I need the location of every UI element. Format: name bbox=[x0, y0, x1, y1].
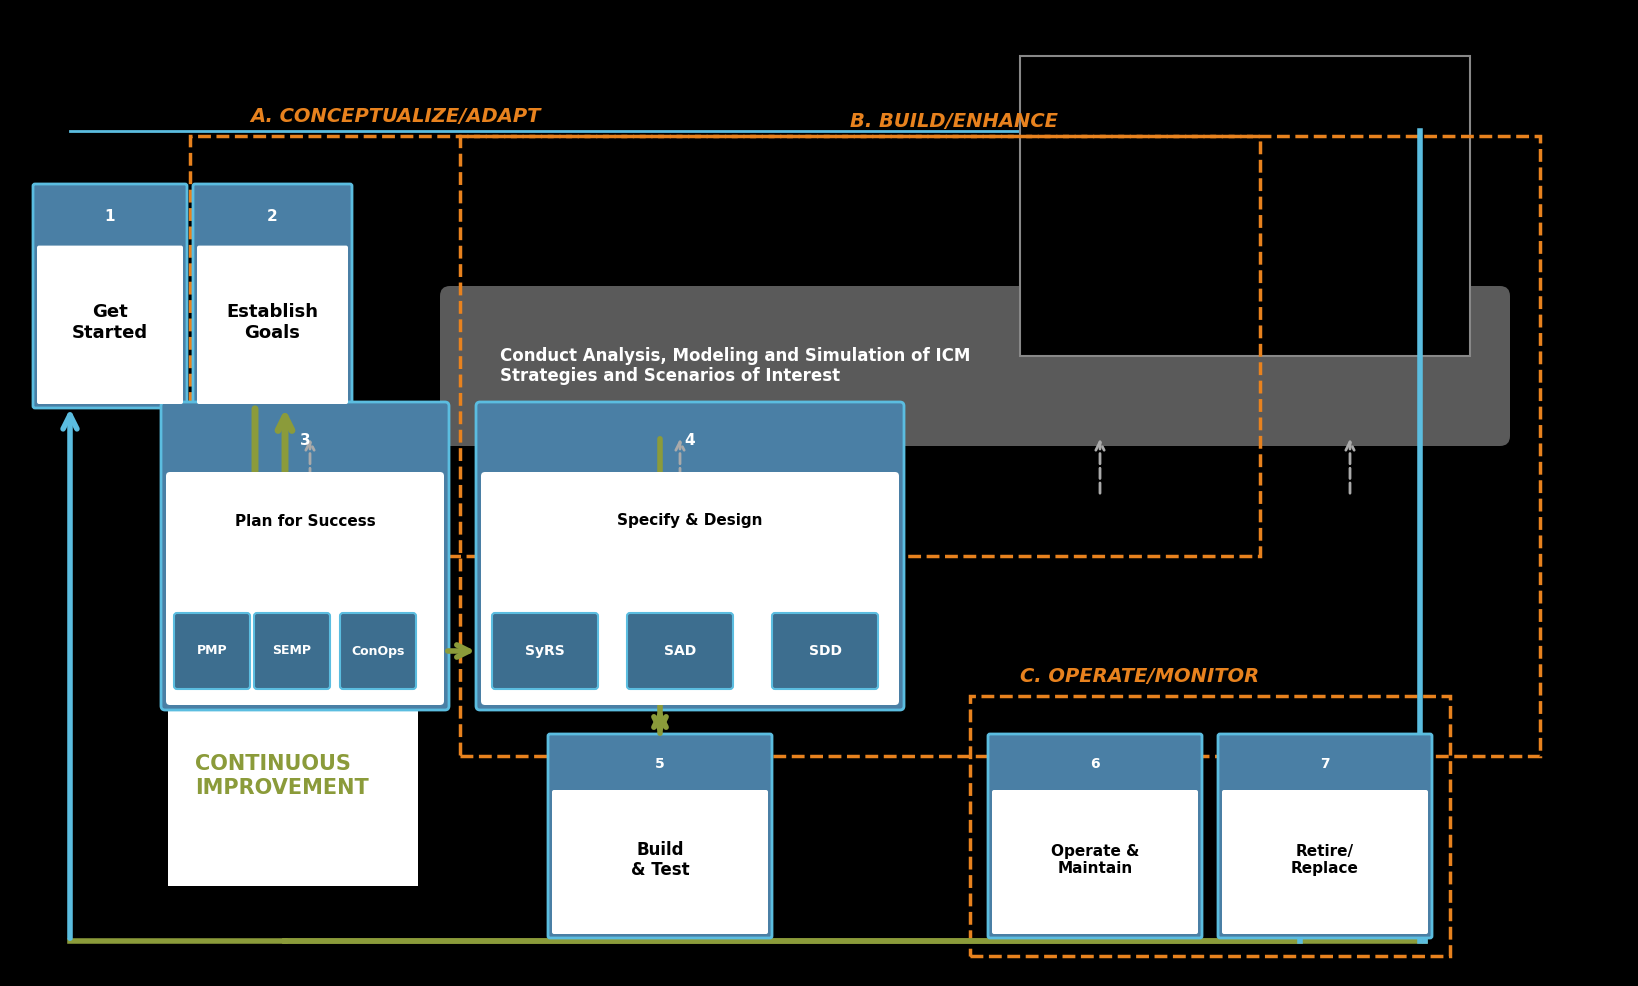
FancyBboxPatch shape bbox=[627, 613, 732, 689]
Text: SDD: SDD bbox=[809, 644, 842, 658]
FancyBboxPatch shape bbox=[993, 790, 1197, 934]
Text: 6: 6 bbox=[1091, 757, 1099, 771]
Text: Establish
Goals: Establish Goals bbox=[226, 304, 318, 342]
FancyBboxPatch shape bbox=[169, 666, 418, 886]
Text: Retire/
Replace: Retire/ Replace bbox=[1291, 844, 1360, 877]
Text: A. CONCEPTUALIZE/ADAPT: A. CONCEPTUALIZE/ADAPT bbox=[251, 107, 541, 126]
Text: 4: 4 bbox=[685, 434, 695, 449]
FancyBboxPatch shape bbox=[482, 472, 899, 705]
Text: C. OPERATE/MONITOR: C. OPERATE/MONITOR bbox=[1020, 667, 1260, 686]
FancyBboxPatch shape bbox=[165, 472, 444, 705]
FancyBboxPatch shape bbox=[197, 246, 347, 404]
FancyBboxPatch shape bbox=[174, 613, 251, 689]
Text: SyRS: SyRS bbox=[526, 644, 565, 658]
FancyBboxPatch shape bbox=[988, 734, 1202, 938]
FancyBboxPatch shape bbox=[771, 613, 878, 689]
FancyBboxPatch shape bbox=[441, 286, 1510, 446]
FancyBboxPatch shape bbox=[33, 184, 187, 408]
FancyBboxPatch shape bbox=[1219, 734, 1432, 938]
FancyBboxPatch shape bbox=[552, 790, 768, 934]
Text: 1: 1 bbox=[105, 209, 115, 224]
FancyBboxPatch shape bbox=[341, 613, 416, 689]
FancyBboxPatch shape bbox=[491, 613, 598, 689]
Text: CONTINUOUS
IMPROVEMENT: CONTINUOUS IMPROVEMENT bbox=[195, 754, 369, 798]
FancyBboxPatch shape bbox=[38, 246, 183, 404]
Text: Get
Started: Get Started bbox=[72, 304, 147, 342]
Text: SEMP: SEMP bbox=[272, 645, 311, 658]
Text: Specify & Design: Specify & Design bbox=[618, 514, 763, 528]
Text: 5: 5 bbox=[655, 757, 665, 771]
Text: ConOps: ConOps bbox=[351, 645, 405, 658]
Text: SAD: SAD bbox=[663, 644, 696, 658]
Text: Conduct Analysis, Modeling and Simulation of ICM
Strategies and Scenarios of Int: Conduct Analysis, Modeling and Simulatio… bbox=[500, 347, 970, 386]
FancyBboxPatch shape bbox=[161, 402, 449, 710]
FancyBboxPatch shape bbox=[549, 734, 771, 938]
FancyBboxPatch shape bbox=[193, 184, 352, 408]
FancyBboxPatch shape bbox=[254, 613, 329, 689]
Text: 7: 7 bbox=[1320, 757, 1330, 771]
FancyBboxPatch shape bbox=[1020, 56, 1469, 356]
Text: PMP: PMP bbox=[197, 645, 228, 658]
Text: Plan for Success: Plan for Success bbox=[234, 514, 375, 528]
Text: B. BUILD/ENHANCE: B. BUILD/ENHANCE bbox=[850, 112, 1058, 131]
Text: Operate &
Maintain: Operate & Maintain bbox=[1052, 844, 1138, 877]
FancyBboxPatch shape bbox=[1222, 790, 1428, 934]
Text: 3: 3 bbox=[300, 434, 310, 449]
Text: Build
& Test: Build & Test bbox=[631, 841, 690, 880]
Text: 2: 2 bbox=[267, 209, 278, 224]
FancyBboxPatch shape bbox=[477, 402, 904, 710]
